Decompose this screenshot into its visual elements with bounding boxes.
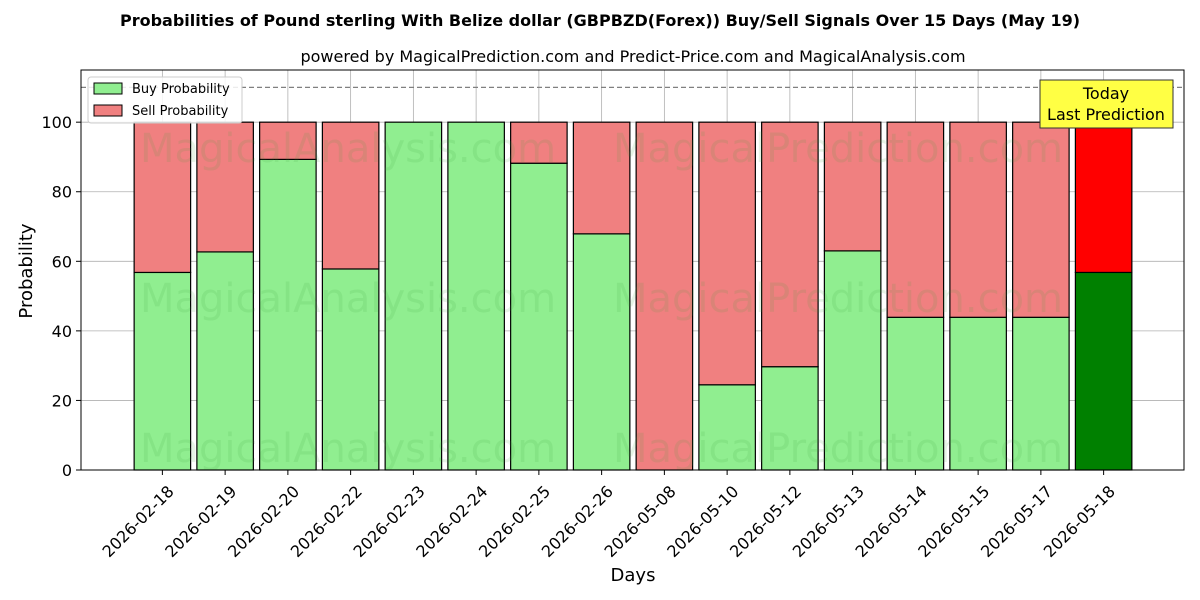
watermark-text: MagicalAnalysis.com xyxy=(140,126,556,172)
buy-bar xyxy=(949,316,1007,471)
buy-bar xyxy=(823,250,882,471)
y-tick-label: 60 xyxy=(52,252,72,271)
watermark-text: MagicalAnalysis.com xyxy=(140,426,556,472)
sell-bar xyxy=(259,121,317,160)
y-tick-label: 0 xyxy=(62,461,72,480)
sell-bar xyxy=(886,121,945,318)
buy-bar xyxy=(1074,271,1133,471)
y-tick-label: 100 xyxy=(41,113,72,132)
y-tick-label: 40 xyxy=(52,322,72,341)
annotation-text: Last Prediction xyxy=(1047,105,1165,124)
sell-bar xyxy=(949,121,1007,318)
buy-bar xyxy=(886,316,945,471)
annotation-text: Today xyxy=(1082,84,1129,103)
chart-subtitle: powered by MagicalPrediction.com and Pre… xyxy=(300,47,965,66)
annotation-box xyxy=(1039,79,1174,129)
legend-box xyxy=(87,76,243,124)
buy-bar xyxy=(572,233,631,471)
sell-bar xyxy=(572,121,631,235)
watermark-text: MagicalAnalysis.com xyxy=(140,276,556,322)
buy-bar xyxy=(698,384,756,471)
sell-bar xyxy=(510,121,568,164)
sell-bar xyxy=(823,121,882,252)
sell-bar xyxy=(635,121,694,471)
sell-bar xyxy=(761,121,819,368)
buy-bar xyxy=(321,268,380,471)
y-axis-label: Probability xyxy=(16,223,37,318)
watermark-text: MagicalPrediction.com xyxy=(613,276,1063,322)
sell-bar xyxy=(321,121,380,270)
buy-bar xyxy=(259,158,317,471)
bars xyxy=(81,86,1184,471)
sell-bar xyxy=(196,121,254,253)
buy-bar xyxy=(384,121,443,471)
watermarks: MagicalAnalysis.com MagicalPrediction.com… xyxy=(140,126,1063,472)
y-tick-label: 80 xyxy=(52,183,72,202)
plot-frame xyxy=(80,69,1185,471)
buy-bar xyxy=(1012,316,1070,471)
legend: Buy Probability Sell Probability xyxy=(87,76,243,124)
sell-bar xyxy=(1012,121,1070,318)
buy-bar xyxy=(510,162,568,471)
annotation: Today Last Prediction xyxy=(1039,79,1174,129)
legend-swatch xyxy=(93,82,123,95)
legend-label: Buy Probability xyxy=(132,82,230,97)
sell-bar xyxy=(133,121,192,274)
watermark-text: MagicalPrediction.com xyxy=(613,426,1063,472)
chart-title: Probabilities of Pound sterling With Bel… xyxy=(120,11,1080,30)
legend-label: Sell Probability xyxy=(132,104,229,119)
sell-bar xyxy=(1074,121,1133,274)
legend-swatch xyxy=(93,104,123,117)
x-axis-label: Days xyxy=(611,565,656,586)
watermark-text: MagicalPrediction.com xyxy=(613,126,1063,172)
y-tick-label: 20 xyxy=(52,391,72,410)
sell-bar xyxy=(698,121,756,386)
